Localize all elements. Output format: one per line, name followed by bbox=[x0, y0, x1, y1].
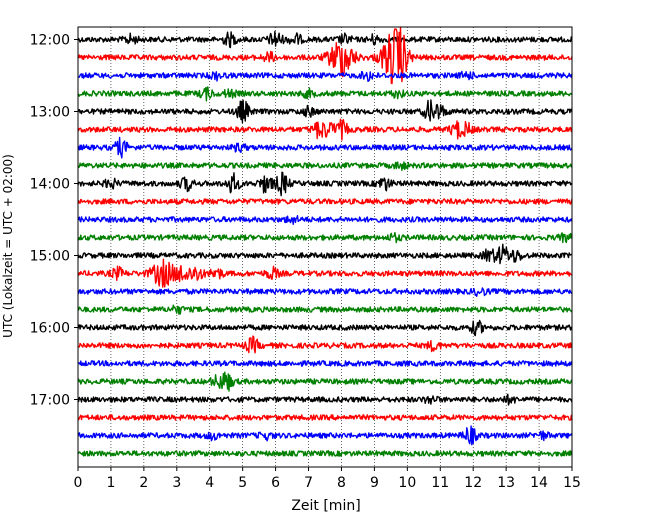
trace-line bbox=[77, 414, 573, 421]
y-axis-label: UTC (Lokalzeit = UTC + 02:00) bbox=[1, 154, 15, 338]
trace-line bbox=[77, 425, 573, 446]
x-tick-label: 5 bbox=[238, 475, 247, 491]
x-tick-label: 4 bbox=[205, 475, 214, 491]
plot-frame bbox=[77, 26, 573, 468]
trace-line bbox=[77, 393, 573, 406]
trace-line bbox=[77, 99, 573, 124]
trace-line bbox=[77, 136, 573, 159]
x-tick-label: 13 bbox=[497, 475, 515, 491]
x-tick-label: 7 bbox=[304, 475, 313, 491]
x-tick-label: 0 bbox=[74, 475, 83, 491]
trace-line bbox=[77, 198, 573, 205]
x-tick-label: 1 bbox=[106, 475, 115, 491]
trace-line bbox=[77, 86, 573, 102]
y-tick-label: 12:00 bbox=[30, 33, 70, 49]
y-tick-label: 13:00 bbox=[30, 105, 70, 121]
trace-line bbox=[77, 30, 573, 49]
y-tick-label: 14:00 bbox=[30, 177, 70, 193]
trace-line bbox=[77, 450, 573, 457]
trace-line bbox=[77, 258, 573, 288]
y-tick-label: 16:00 bbox=[30, 321, 70, 337]
x-tick-label: 12 bbox=[464, 475, 482, 491]
y-tick-label: 15:00 bbox=[30, 249, 70, 265]
trace-line bbox=[77, 371, 573, 392]
x-tick-label: 6 bbox=[271, 475, 280, 491]
x-tick-label: 9 bbox=[370, 475, 379, 491]
vertical-grid bbox=[110, 27, 540, 467]
traces bbox=[77, 26, 573, 457]
trace-line bbox=[77, 231, 573, 244]
trace-line bbox=[77, 70, 573, 82]
trace-line bbox=[77, 118, 573, 141]
x-tick-label: 14 bbox=[530, 475, 548, 491]
trace-line bbox=[77, 243, 573, 265]
x-axis-label: Zeit [min] bbox=[291, 498, 360, 514]
y-axis: 12:00 13:00 14:00 15:00 16:00 17:00 bbox=[30, 33, 78, 409]
x-axis: 0 1 2 3 4 5 6 7 8 9 10 11 12 13 14 15 bbox=[74, 467, 581, 491]
trace-line bbox=[77, 360, 573, 367]
trace-line bbox=[77, 171, 573, 197]
x-tick-label: 8 bbox=[337, 475, 346, 491]
trace-line bbox=[77, 287, 573, 297]
y-tick-label: 17:00 bbox=[30, 393, 70, 409]
trace-line bbox=[77, 26, 573, 85]
x-tick-label: 10 bbox=[398, 475, 416, 491]
trace-line bbox=[78, 304, 573, 315]
x-tick-label: 3 bbox=[172, 475, 181, 491]
trace-line bbox=[77, 215, 573, 225]
x-tick-label: 2 bbox=[139, 475, 148, 491]
trace-line bbox=[77, 161, 573, 171]
x-tick-label: 11 bbox=[431, 475, 449, 491]
x-tick-label: 15 bbox=[563, 475, 581, 491]
trace-line bbox=[77, 319, 573, 337]
trace-line bbox=[77, 335, 573, 354]
